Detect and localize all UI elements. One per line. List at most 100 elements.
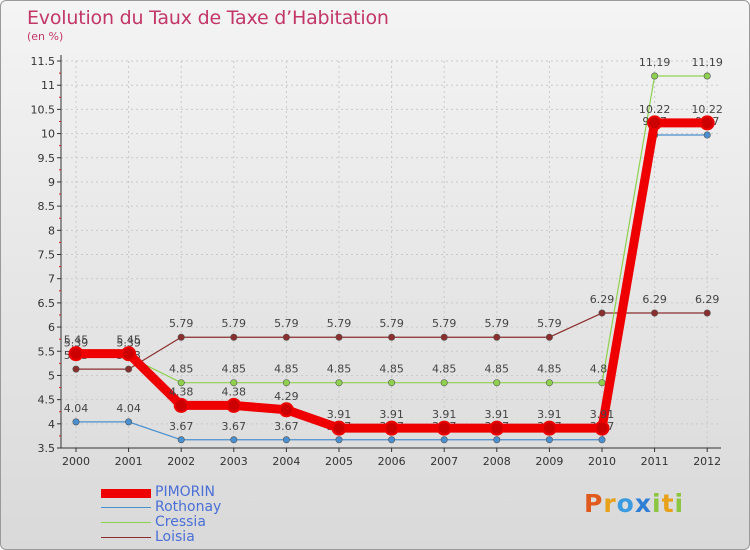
x-tick-label: 2007 [430,455,458,468]
data-point-rothonay [545,436,553,444]
x-tick-label: 2003 [220,455,248,468]
legend-swatch-loisia [101,537,151,538]
data-label-loisia: 6.29 [590,293,615,306]
data-point-loisia [282,333,290,341]
data-point-rothonay [230,436,238,444]
data-label-pimorin: 3.91 [537,408,562,421]
data-label-cressia: 4.85 [274,363,299,376]
y-tick-label: 10.5 [31,103,56,116]
data-point-pimorin [173,397,189,413]
data-point-cressia [651,72,659,80]
data-label-loisia: 5.79 [169,317,194,330]
legend-item-cressia: Cressia [101,515,301,530]
data-label-pimorin: 4.38 [169,385,194,398]
data-point-loisia [651,309,659,317]
data-point-loisia [545,333,553,341]
legend-label-pimorin: PIMORIN [155,484,215,500]
y-tick-label: 11.5 [31,55,56,68]
legend-label-cressia: Cressia [155,514,206,530]
y-tick-label: 11 [41,79,55,92]
y-tick-label: 6.5 [38,297,56,310]
data-label-loisia: 5.79 [485,317,510,330]
legend-item-loisia: Loisia [101,530,301,545]
y-tick-label: 9.5 [38,152,56,165]
data-point-cressia [177,379,185,387]
x-tick-label: 2009 [535,455,563,468]
y-tick-label: 10 [41,128,55,141]
data-label-loisia: 6.29 [695,293,720,306]
logo-letter: x [634,489,652,518]
data-label-loisia: 5.79 [432,317,457,330]
data-label-cressia: 4.85 [485,363,510,376]
data-point-cressia [545,379,553,387]
data-label-pimorin: 3.91 [590,408,615,421]
y-tick-label: 4 [48,418,55,431]
data-point-loisia [440,333,448,341]
data-label-rothonay: 4.04 [64,402,89,415]
data-label-loisia: 5.79 [222,317,247,330]
data-label-cressia: 11.19 [691,56,723,69]
data-point-rothonay [125,418,133,426]
data-point-pimorin [384,420,400,436]
legend-item-pimorin: PIMORIN [101,485,301,500]
y-tick-label: 5 [48,369,55,382]
logo-letter: o [616,489,635,518]
x-tick-label: 2008 [483,455,511,468]
y-tick-label: 7.5 [38,249,56,262]
data-label-cressia: 4.85 [169,363,194,376]
y-tick-label: 8.5 [38,200,56,213]
logo-letter: P [584,489,604,518]
data-point-pimorin [489,420,505,436]
data-point-pimorin [541,420,557,436]
data-point-pimorin [331,420,347,436]
data-label-pimorin: 10.22 [691,103,723,116]
data-point-cressia [388,379,396,387]
data-point-rothonay [703,131,711,139]
logo-letter: i [652,489,662,518]
x-tick-label: 2005 [325,455,353,468]
data-point-pimorin [647,115,663,131]
data-point-rothonay [440,436,448,444]
data-label-pimorin: 3.91 [432,408,457,421]
data-point-loisia [177,333,185,341]
x-tick-label: 2012 [693,455,721,468]
legend-swatch-rothonay [101,507,151,508]
data-label-rothonay: 3.67 [274,420,299,433]
data-point-pimorin [68,346,84,362]
data-point-rothonay [493,436,501,444]
data-point-loisia [335,333,343,341]
data-label-pimorin: 5.45 [116,334,141,347]
data-point-loisia [72,365,80,373]
data-point-loisia [388,333,396,341]
data-point-pimorin [699,115,715,131]
data-label-loisia: 5.79 [379,317,404,330]
data-point-cressia [440,379,448,387]
chart-title: Evolution du Taux de Taxe d’Habitation [27,7,389,29]
data-point-pimorin [226,397,242,413]
data-label-cressia: 4.85 [379,363,404,376]
data-point-loisia [598,309,606,317]
data-point-pimorin [278,402,294,418]
data-point-loisia [703,309,711,317]
y-tick-label: 5.5 [38,345,56,358]
data-point-cressia [598,379,606,387]
proxiti-logo: Proxiti [584,489,684,518]
data-point-cressia [230,379,238,387]
data-label-loisia: 5.79 [537,317,562,330]
data-label-cressia: 11.19 [639,56,671,69]
y-tick-label: 9 [48,176,55,189]
data-point-pimorin [436,420,452,436]
data-label-pimorin: 3.91 [327,408,352,421]
legend-item-rothonay: Rothonay [101,500,301,515]
data-label-pimorin: 3.91 [485,408,510,421]
x-tick-label: 2002 [167,455,195,468]
data-label-pimorin: 4.38 [222,385,247,398]
data-label-rothonay: 4.04 [116,402,141,415]
unit-label: (en %) [27,30,64,43]
data-point-cressia [703,72,711,80]
data-label-cressia: 5.39 [64,337,89,350]
data-point-loisia [230,333,238,341]
legend-label-rothonay: Rothonay [155,499,222,515]
legend-label-loisia: Loisia [155,529,195,545]
